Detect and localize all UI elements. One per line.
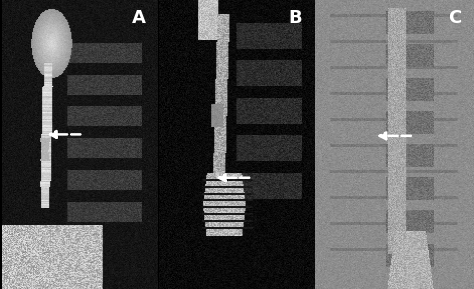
Text: A: A <box>132 9 146 27</box>
Text: C: C <box>448 9 462 27</box>
Text: B: B <box>289 9 302 27</box>
